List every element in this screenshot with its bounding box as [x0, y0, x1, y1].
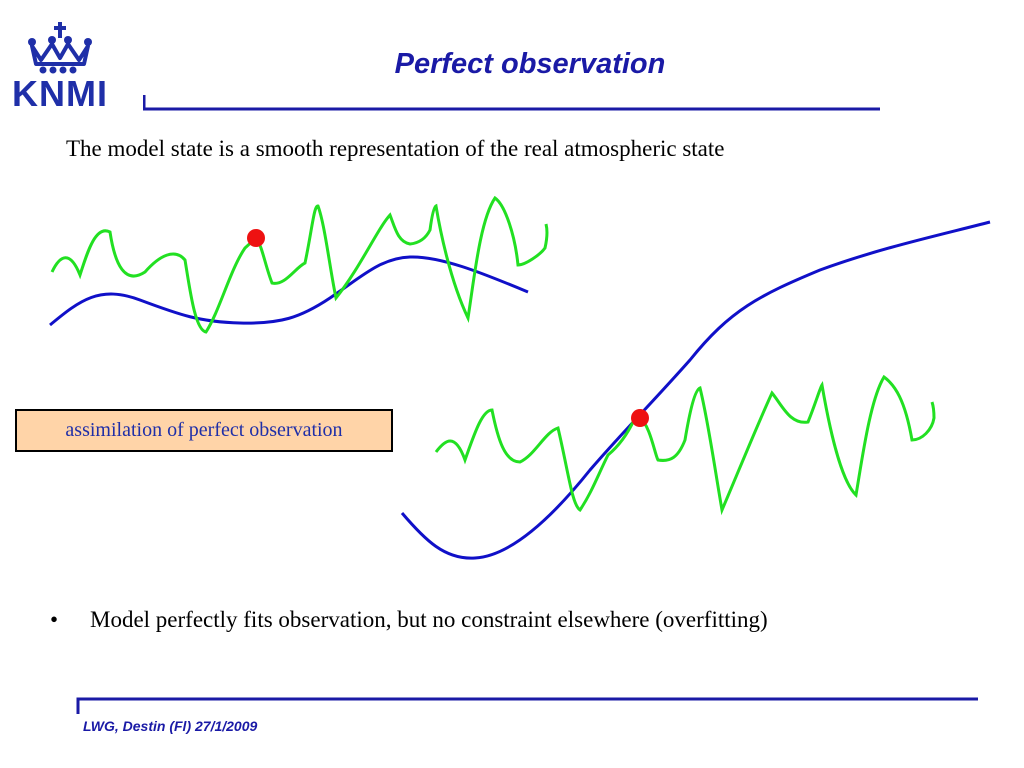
real-state-line-bottom: [434, 374, 936, 516]
bullet-text: Model perfectly fits observation, but no…: [90, 607, 768, 632]
assimilation-label: assimilation of perfect observation: [15, 409, 393, 452]
model-state-line-top: [49, 255, 529, 327]
knmi-logo: KNMI: [8, 18, 112, 114]
footer-text: LWG, Destin (Fl) 27/1/2009: [83, 718, 258, 734]
subtitle-text: The model state is a smooth representati…: [66, 136, 725, 161]
observation-dot-bottom: [631, 409, 649, 427]
real-state-line-top: [50, 195, 549, 334]
logo-text: KNMI: [12, 73, 108, 114]
bullet-marker: •: [50, 607, 59, 632]
title-underline: [143, 95, 880, 111]
page-title: Perfect observation: [394, 48, 666, 80]
observation-dot-top: [247, 229, 265, 247]
bullet-item: • Model perfectly fits observation, but n…: [50, 608, 768, 631]
model-state-line-bottom: [400, 220, 991, 560]
crown-icon: [28, 22, 92, 74]
footer-rule: [76, 697, 978, 714]
